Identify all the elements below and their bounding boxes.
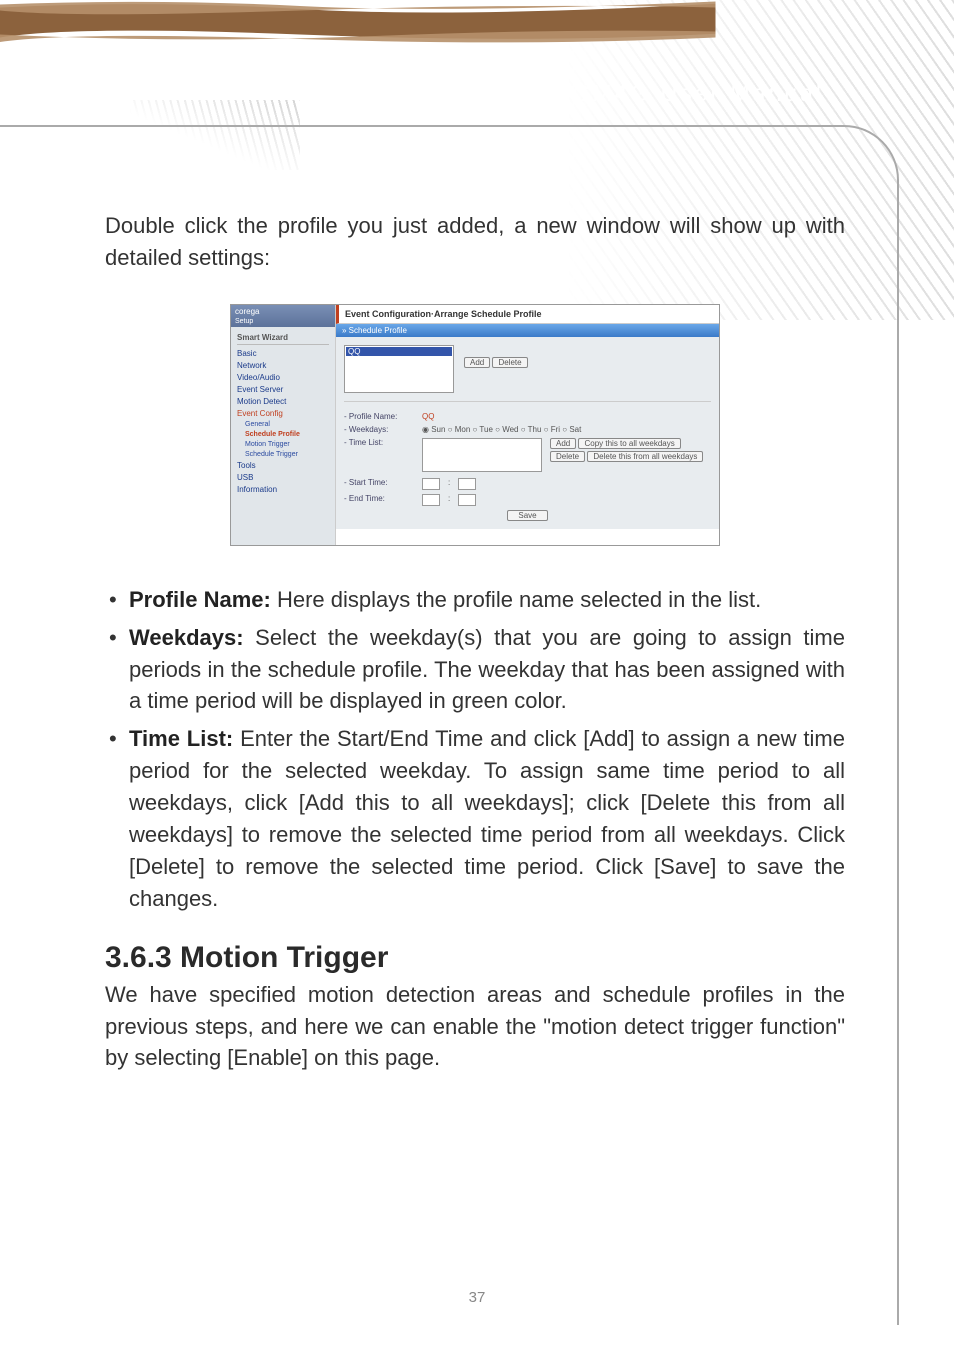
- add-time-button[interactable]: Add: [550, 438, 576, 449]
- screenshot-sub-header: » Schedule Profile: [336, 324, 719, 337]
- copy-all-weekdays-button[interactable]: Copy this to all weekdays: [578, 438, 680, 449]
- sidebar-item: Video/Audio: [237, 373, 329, 382]
- sidebar-item: Tools: [237, 461, 329, 470]
- sidebar-logo: corega Setup: [231, 305, 335, 327]
- time-listbox[interactable]: [422, 438, 542, 472]
- section-body: We have specified motion detection areas…: [105, 979, 845, 1075]
- sidebar-sub-item: Motion Trigger: [245, 441, 329, 448]
- intro-paragraph: Double click the profile you just added,…: [105, 210, 845, 274]
- sidebar-item: USB: [237, 473, 329, 482]
- sidebar-sub-item: General: [245, 421, 329, 428]
- sidebar-item: Network: [237, 361, 329, 370]
- start-min-input[interactable]: [458, 478, 476, 490]
- start-time-label: - Start Time:: [344, 478, 414, 487]
- note-term: Time List:: [129, 726, 233, 751]
- header-band: [0, 0, 716, 60]
- save-button[interactable]: Save: [507, 510, 547, 521]
- profile-name-value: QQ: [422, 412, 434, 421]
- sidebar-item: Event Server: [237, 385, 329, 394]
- page-number: 37: [0, 1289, 954, 1306]
- screenshot-window-title: Event Configuration·Arrange Schedule Pro…: [336, 305, 719, 324]
- screenshot-main: Event Configuration·Arrange Schedule Pro…: [336, 305, 719, 545]
- profile-name-label: - Profile Name:: [344, 412, 414, 421]
- sidebar-item: Motion Detect: [237, 397, 329, 406]
- note-item: Profile Name: Here displays the profile …: [105, 584, 845, 616]
- screenshot-body: QQ Add Delete - Profile Name: QQ - Weekd…: [336, 337, 719, 529]
- sidebar-sub-item: Schedule Trigger: [245, 451, 329, 458]
- end-min-input[interactable]: [458, 494, 476, 506]
- end-time-label: - End Time:: [344, 494, 414, 503]
- note-item: Time List: Enter the Start/End Time and …: [105, 723, 845, 914]
- time-list-label: - Time List:: [344, 438, 414, 447]
- note-text: Here displays the profile name selected …: [271, 587, 761, 612]
- profile-list-selected[interactable]: QQ: [346, 347, 452, 356]
- delete-button[interactable]: Delete: [492, 357, 527, 368]
- weekdays-label: - Weekdays:: [344, 425, 414, 434]
- sidebar-sub-item-current: Schedule Profile: [245, 431, 329, 438]
- screenshot-sidebar: corega Setup Smart Wizard Basic Network …: [231, 305, 336, 545]
- note-term: Profile Name:: [129, 587, 271, 612]
- add-button[interactable]: Add: [464, 357, 490, 368]
- end-hour-input[interactable]: [422, 494, 440, 506]
- note-item: Weekdays: Select the weekday(s) that you…: [105, 622, 845, 718]
- start-hour-input[interactable]: [422, 478, 440, 490]
- section-heading: 3.6.3 Motion Trigger: [105, 941, 845, 975]
- sidebar-item: Event Config: [237, 409, 329, 418]
- sidebar-item: Information: [237, 485, 329, 494]
- delete-time-button[interactable]: Delete: [550, 451, 585, 462]
- document-header-title: CG-WLNCM4G User Manual: [462, 80, 825, 107]
- embedded-screenshot: corega Setup Smart Wizard Basic Network …: [230, 304, 720, 546]
- page-content: Double click the profile you just added,…: [105, 210, 845, 1074]
- notes-list: Profile Name: Here displays the profile …: [105, 584, 845, 915]
- delete-all-weekdays-button[interactable]: Delete this from all weekdays: [587, 451, 703, 462]
- note-text: Enter the Start/End Time and click [Add]…: [129, 726, 845, 910]
- sidebar-item: Basic: [237, 349, 329, 358]
- note-term: Weekdays:: [129, 625, 244, 650]
- profile-listbox[interactable]: QQ: [344, 345, 454, 393]
- weekday-radios[interactable]: ◉ Sun ○ Mon ○ Tue ○ Wed ○ Thu ○ Fri ○ Sa…: [422, 425, 581, 434]
- sidebar-smart-wizard: Smart Wizard: [237, 333, 329, 345]
